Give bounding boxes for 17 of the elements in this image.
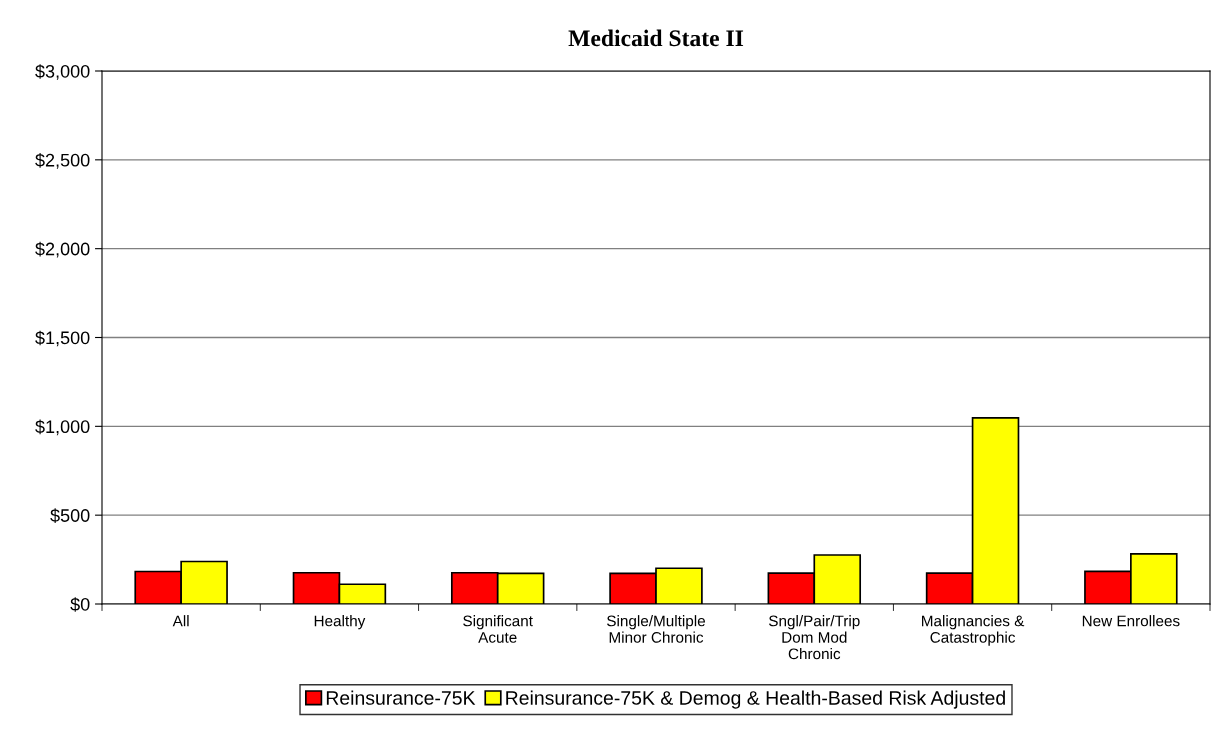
y-tick-label: $2,500: [35, 153, 90, 169]
y-tick-label: $1,000: [35, 419, 90, 436]
y-tick-label: $1,500: [35, 330, 90, 347]
legend-label: Reinsurance-75K & Demog & Health-Based Risk Adjusted: [506, 690, 1005, 709]
legend-label: Reinsurance-75K: [326, 690, 476, 705]
y-tick-label: $3,000: [35, 64, 90, 80]
x-tick-label: Malignancies & Catastrophic: [922, 615, 1025, 646]
x-tick-label: Healthy: [314, 615, 366, 630]
x-tick-label: All: [172, 615, 189, 627]
chart-title: Medicaid State II: [568, 29, 744, 47]
x-tick-label: New Enrollees: [1082, 615, 1180, 627]
y-tick-label: $2,000: [35, 241, 90, 258]
y-tick-label: $0: [70, 597, 90, 612]
y-tick-label: $500: [50, 508, 90, 523]
x-tick-label: Single/Multiple Minor Chronic: [607, 615, 705, 643]
x-tick-label: Sngl/Pair/Trip Dom Mod Chronic: [769, 615, 860, 660]
x-tick-label: Significant Acute: [463, 615, 533, 643]
